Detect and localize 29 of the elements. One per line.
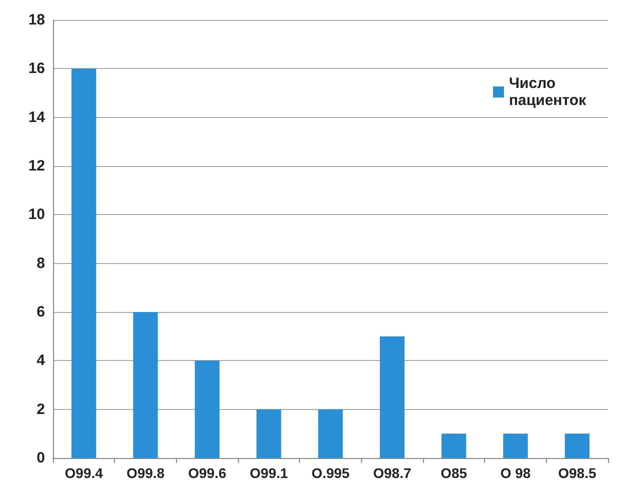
x-tick-label: O99.4 [64, 465, 104, 481]
bar [380, 336, 404, 458]
legend-label: Число пациенток [509, 75, 587, 109]
y-tick-label: 0 [36, 450, 45, 466]
bar [564, 434, 590, 458]
y-tick-label: 12 [28, 158, 45, 174]
bar [133, 312, 158, 458]
x-tick-label: O99.1 [250, 465, 288, 481]
x-tick-label: O.995 [311, 465, 350, 481]
x-tick-label: O98.7 [373, 465, 412, 481]
bar [256, 409, 282, 458]
y-tick-label: 10 [28, 206, 45, 224]
x-tick-label: O99.8 [126, 465, 165, 481]
y-tick-label: 6 [36, 304, 45, 320]
x-tick-label: O 98 [500, 465, 531, 481]
y-tick-label: 16 [28, 60, 45, 78]
x-tick-label: O99.6 [188, 465, 226, 481]
y-tick-label: 4 [36, 352, 46, 370]
bar [194, 360, 220, 458]
bar [318, 409, 343, 458]
y-tick-label: 18 [28, 12, 45, 28]
bar [72, 68, 96, 458]
x-tick-label: O98.5 [558, 465, 596, 481]
y-tick-label: 14 [28, 108, 46, 126]
bar [442, 434, 466, 458]
y-tick-label: 8 [36, 254, 45, 272]
y-tick-label: 2 [36, 400, 45, 418]
x-tick-label: O85 [440, 465, 468, 481]
bar [503, 434, 528, 458]
